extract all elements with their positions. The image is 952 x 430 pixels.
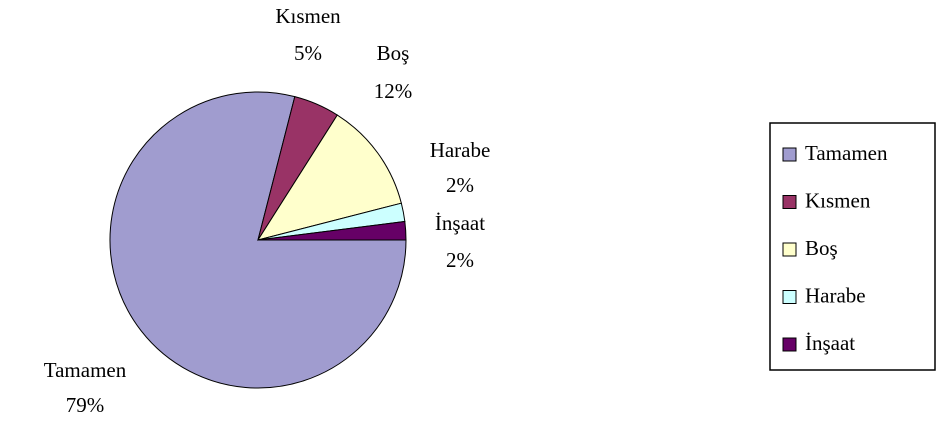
legend-label: İnşaat bbox=[805, 331, 855, 355]
pie-slice bbox=[257, 220, 407, 241]
slice-label-name: İnşaat bbox=[435, 211, 485, 235]
legend-label: Harabe bbox=[805, 283, 866, 307]
slice-label-value: 2% bbox=[446, 173, 474, 197]
legend-label: Kısmen bbox=[805, 188, 871, 212]
legend-swatch bbox=[782, 195, 797, 209]
slice-label-name: Harabe bbox=[430, 138, 491, 162]
legend-label: Tamamen bbox=[805, 141, 888, 165]
legend-swatch bbox=[782, 242, 797, 257]
slice-label-name: Kısmen bbox=[275, 4, 341, 28]
slice-label-value: 2% bbox=[446, 248, 474, 272]
slice-label-value: 79% bbox=[66, 393, 105, 417]
legend-swatch bbox=[782, 147, 797, 162]
slice-label-value: 12% bbox=[374, 79, 413, 103]
slice-label-value: 5% bbox=[294, 41, 322, 65]
pie-slice bbox=[256, 114, 402, 241]
legend-swatch bbox=[782, 290, 797, 304]
slice-label-name: Tamamen bbox=[44, 358, 127, 382]
legend-swatch bbox=[782, 337, 797, 352]
legend-box bbox=[769, 122, 936, 371]
slice-label-name: Boş bbox=[377, 41, 410, 65]
legend-label: Boş bbox=[805, 236, 838, 260]
